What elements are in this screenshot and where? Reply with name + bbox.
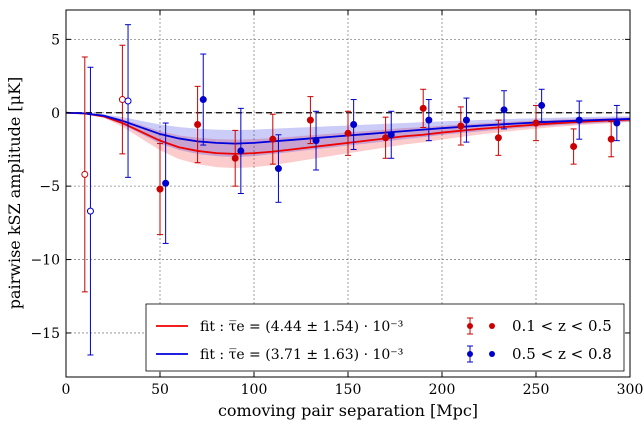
data-point-series-2 — [312, 110, 320, 171]
legend-label-fit-1: fit : τ̅e = (4.44 ± 1.54) · 10⁻³ — [200, 319, 403, 335]
data-point-series-2 — [425, 99, 433, 142]
legend-label-series-2: 0.5 < z < 0.8 — [512, 345, 612, 363]
data-point-series-1 — [156, 143, 164, 236]
x-tick-label: 0 — [62, 382, 71, 398]
x-tick-label: 250 — [523, 382, 550, 398]
data-point-series-1 — [81, 56, 89, 293]
fit-lines — [65, 111, 631, 155]
x-tick-label: 100 — [241, 382, 268, 398]
data-point-series-1 — [382, 116, 390, 159]
data-point-series-2 — [199, 53, 207, 146]
data-point-series-2 — [124, 24, 132, 178]
legend-marker-series-2 — [467, 345, 495, 363]
data-point-series-2 — [162, 122, 170, 244]
data-point-series-2 — [86, 66, 94, 356]
data-point-series-1 — [570, 128, 578, 165]
y-axis-label: pairwise kSZ amplitude [μK] — [5, 77, 24, 310]
data-point-series-1 — [194, 85, 202, 164]
data-point-series-1 — [607, 121, 615, 158]
legend-label-series-1: 0.1 < z < 0.5 — [512, 317, 612, 335]
data-point-series-2 — [350, 99, 358, 150]
x-tick-label: 150 — [335, 382, 362, 398]
data-point-series-2 — [274, 134, 282, 203]
y-tick-label: 5 — [51, 32, 60, 48]
data-points — [81, 24, 621, 356]
data-point-series-2 — [500, 90, 508, 130]
axis-ticks: 0 50 100 150 200 250 300 −15 −10 −5 0 5 — [30, 10, 643, 398]
x-tick-label: 300 — [617, 382, 644, 398]
y-tick-label: −10 — [30, 253, 60, 269]
data-point-series-1 — [494, 119, 502, 156]
data-point-series-2 — [613, 104, 621, 142]
x-tick-label: 50 — [151, 382, 169, 398]
legend-marker-series-1 — [467, 317, 495, 335]
data-point-series-1 — [532, 104, 540, 142]
data-point-series-1 — [231, 129, 239, 187]
data-point-series-1 — [118, 44, 126, 155]
fit-line-2 — [65, 111, 631, 145]
data-point-series-1 — [419, 88, 427, 128]
x-tick-label: 200 — [429, 382, 456, 398]
data-point-series-2 — [538, 88, 546, 123]
y-tick-label: −15 — [30, 326, 60, 342]
data-point-series-2 — [237, 107, 245, 194]
y-tick-label: −5 — [39, 179, 60, 195]
data-point-series-2 — [575, 100, 583, 140]
fit-line-1 — [65, 111, 631, 155]
data-point-series-1 — [306, 96, 314, 145]
data-point-series-1 — [269, 113, 277, 165]
legend-label-fit-2: fit : τ̅e = (3.71 ± 1.63) · 10⁻³ — [200, 347, 403, 363]
data-point-series-2 — [387, 110, 395, 159]
data-point-series-1 — [344, 110, 352, 156]
x-axis-label: comoving pair separation [Mpc] — [218, 401, 478, 420]
y-tick-label: 0 — [51, 106, 60, 122]
data-point-series-2 — [462, 97, 470, 143]
data-point-series-1 — [457, 106, 465, 146]
legend: fit : τ̅e = (4.44 ± 1.54) · 10⁻³ fit : τ… — [145, 303, 625, 372]
legend-box — [145, 303, 625, 372]
